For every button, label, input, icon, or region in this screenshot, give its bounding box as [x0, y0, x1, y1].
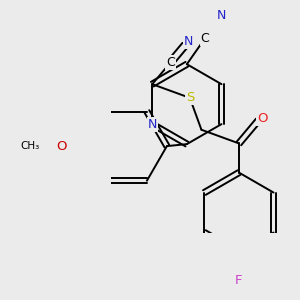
Text: N: N: [148, 118, 157, 130]
Text: N: N: [184, 35, 193, 48]
Text: C: C: [166, 56, 175, 69]
Text: O: O: [257, 112, 267, 125]
Text: C: C: [201, 32, 209, 45]
Text: F: F: [235, 274, 243, 287]
Text: S: S: [186, 91, 194, 104]
Text: CH₃: CH₃: [21, 141, 40, 151]
Text: N: N: [217, 9, 226, 22]
Text: O: O: [56, 140, 66, 153]
